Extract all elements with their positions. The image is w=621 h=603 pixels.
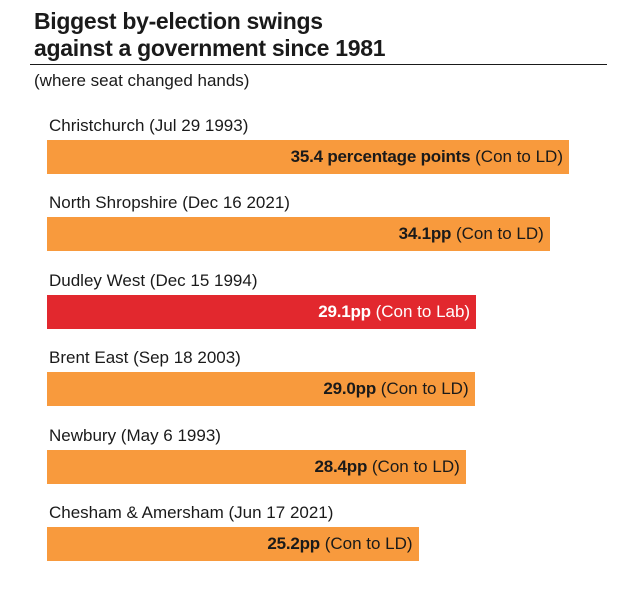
chart-subtitle: (where seat changed hands)	[34, 71, 250, 90]
bar-value-label: 35.4 percentage points	[290, 147, 471, 166]
bar: 25.2pp (Con to LD)	[47, 527, 419, 561]
chart-title-line-1: Biggest by-election swings	[34, 8, 323, 34]
bar-category-label: Chesham & Amersham (Jun 17 2021)	[49, 503, 334, 522]
bar: 28.4pp (Con to LD)	[47, 449, 466, 484]
bar-annotation: (Con to LD)	[475, 147, 563, 166]
bar: 29.0pp (Con to LD)	[47, 372, 475, 407]
bar: 35.4 percentage points (Con to LD)	[47, 140, 569, 174]
bar-annotation: (Con to LD)	[380, 379, 469, 399]
chart-title-line-2: against a government since 1981	[34, 35, 386, 61]
bar: 34.1pp (Con to LD)	[47, 217, 550, 252]
bar: 29.1pp (Con to Lab)	[47, 294, 477, 329]
bar-annotation: (Con to LD)	[324, 534, 413, 553]
bar-value-label: 29.0pp	[323, 379, 377, 399]
bar-value-label: 34.1pp	[398, 224, 452, 244]
title-divider	[30, 64, 607, 65]
bar-category-label: Brent East (Sep 18 2003)	[49, 348, 241, 368]
bar-value-label: 25.2pp	[267, 534, 320, 553]
bar-annotation: (Con to LD)	[455, 224, 544, 244]
bar-category-label: Newbury (May 6 1993)	[49, 425, 221, 445]
chart-title: Biggest by-election swings against a gov…	[34, 8, 594, 62]
bar-category-label: North Shropshire (Dec 16 2021)	[49, 193, 290, 213]
bar-annotation: (Con to LD)	[371, 456, 460, 476]
bar-value-label: 28.4pp	[314, 456, 368, 476]
bar-category-label: Christchurch (Jul 29 1993)	[49, 116, 249, 135]
bar-value-label: 29.1pp	[318, 301, 371, 321]
bar-category-label: Dudley West (Dec 15 1994)	[49, 270, 258, 290]
bar-annotation: (Con to Lab)	[375, 301, 471, 321]
